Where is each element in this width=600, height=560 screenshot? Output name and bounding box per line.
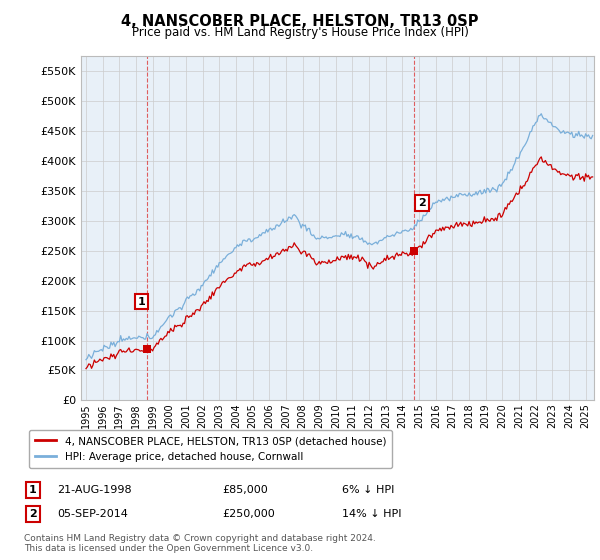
Text: £250,000: £250,000 xyxy=(222,509,275,519)
Text: £85,000: £85,000 xyxy=(222,485,268,495)
Text: Contains HM Land Registry data © Crown copyright and database right 2024.
This d: Contains HM Land Registry data © Crown c… xyxy=(24,534,376,553)
Text: 14% ↓ HPI: 14% ↓ HPI xyxy=(342,509,401,519)
Text: 05-SEP-2014: 05-SEP-2014 xyxy=(57,509,128,519)
Text: 1: 1 xyxy=(138,297,146,306)
Text: 1: 1 xyxy=(29,485,37,495)
Text: 2: 2 xyxy=(418,198,426,208)
Text: Price paid vs. HM Land Registry's House Price Index (HPI): Price paid vs. HM Land Registry's House … xyxy=(131,26,469,39)
Text: 2: 2 xyxy=(29,509,37,519)
Legend: 4, NANSCOBER PLACE, HELSTON, TR13 0SP (detached house), HPI: Average price, deta: 4, NANSCOBER PLACE, HELSTON, TR13 0SP (d… xyxy=(29,430,392,468)
Text: 6% ↓ HPI: 6% ↓ HPI xyxy=(342,485,394,495)
Text: 21-AUG-1998: 21-AUG-1998 xyxy=(57,485,131,495)
Text: 4, NANSCOBER PLACE, HELSTON, TR13 0SP: 4, NANSCOBER PLACE, HELSTON, TR13 0SP xyxy=(121,14,479,29)
